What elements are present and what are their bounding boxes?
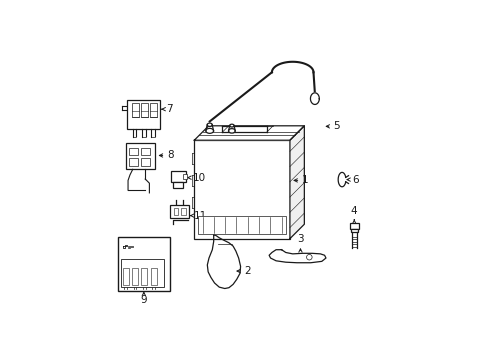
Bar — [141, 103, 147, 117]
Text: 6: 6 — [352, 175, 359, 185]
Text: 10: 10 — [193, 173, 206, 183]
Bar — [351, 229, 358, 232]
Polygon shape — [195, 126, 304, 140]
Bar — [141, 158, 150, 166]
Bar — [350, 223, 359, 229]
Polygon shape — [290, 126, 304, 239]
Bar — [126, 143, 155, 169]
Bar — [141, 268, 147, 285]
Ellipse shape — [206, 129, 214, 133]
Bar — [123, 268, 129, 285]
Bar — [129, 158, 138, 166]
Polygon shape — [269, 250, 326, 263]
Ellipse shape — [228, 129, 235, 133]
Text: 8: 8 — [167, 150, 173, 161]
Text: 5: 5 — [333, 121, 340, 131]
Polygon shape — [311, 93, 319, 104]
Text: 2: 2 — [244, 266, 251, 276]
Bar — [150, 268, 157, 285]
Bar — [173, 182, 183, 188]
Text: 4: 4 — [351, 206, 358, 216]
Polygon shape — [207, 234, 241, 288]
Bar — [129, 148, 138, 156]
Text: 1: 1 — [302, 175, 309, 185]
Ellipse shape — [207, 123, 212, 126]
Text: 7: 7 — [167, 104, 173, 114]
Bar — [141, 148, 150, 156]
Bar — [171, 171, 186, 182]
Ellipse shape — [230, 124, 234, 127]
Bar — [150, 103, 157, 117]
Bar — [121, 260, 164, 287]
Bar — [132, 103, 139, 117]
Bar — [195, 140, 290, 239]
Circle shape — [307, 255, 312, 260]
Bar — [118, 237, 170, 291]
Bar — [183, 174, 187, 179]
Bar — [127, 100, 160, 129]
Bar — [181, 208, 186, 215]
Bar — [170, 204, 189, 218]
Text: 3: 3 — [297, 234, 304, 244]
Bar — [173, 208, 178, 215]
Text: 11: 11 — [195, 211, 208, 221]
Text: 9: 9 — [141, 296, 147, 305]
Bar — [132, 268, 138, 285]
Bar — [198, 216, 286, 234]
